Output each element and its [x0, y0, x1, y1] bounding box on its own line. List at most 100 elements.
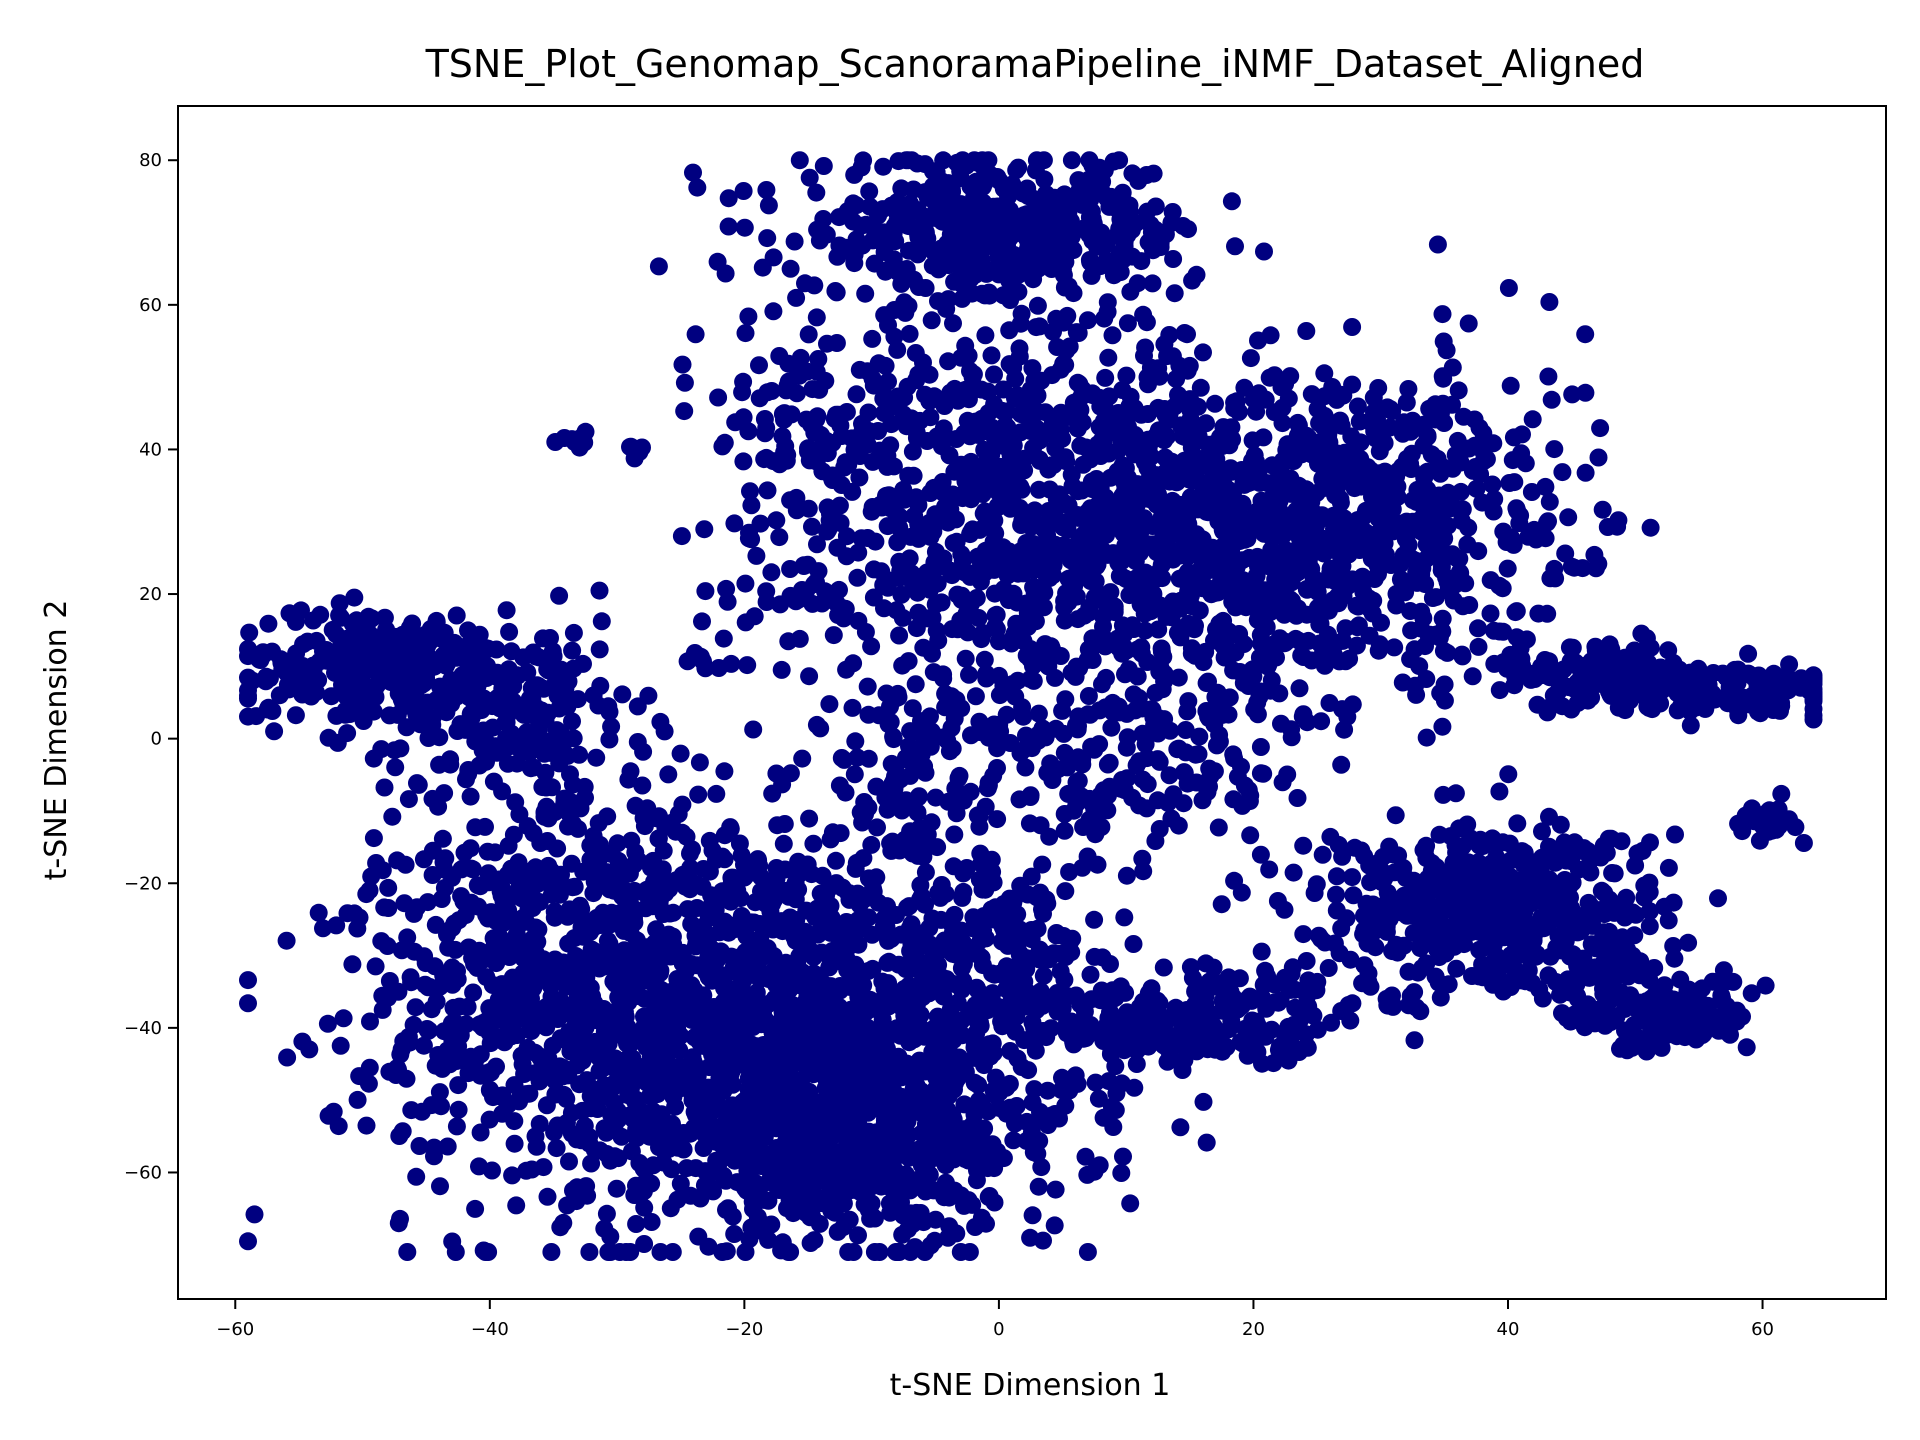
data-point [1030, 594, 1048, 612]
data-point [1171, 628, 1189, 646]
data-point [808, 221, 826, 239]
data-point [789, 853, 807, 871]
data-point [546, 903, 564, 921]
data-point [563, 855, 581, 873]
data-point [817, 1146, 835, 1164]
data-point [1642, 519, 1660, 537]
data-point [1154, 468, 1172, 486]
data-point [770, 528, 788, 546]
data-point [945, 273, 963, 291]
data-point [962, 490, 980, 508]
data-point [987, 606, 1005, 624]
data-point [554, 954, 572, 972]
data-point [609, 852, 627, 870]
data-point [660, 945, 678, 963]
data-point [1202, 561, 1220, 579]
data-point [365, 829, 383, 847]
data-point [465, 660, 483, 678]
data-point [760, 1036, 778, 1054]
data-point [1536, 478, 1554, 496]
data-point [1121, 283, 1139, 301]
data-point [591, 677, 609, 695]
data-point [976, 326, 994, 344]
data-point [566, 929, 584, 947]
data-point [479, 864, 497, 882]
data-point [408, 774, 426, 792]
data-point [1008, 594, 1026, 612]
data-point [635, 1199, 653, 1217]
data-point [748, 1180, 766, 1198]
data-point [887, 906, 905, 924]
data-point [673, 796, 691, 814]
data-point [722, 820, 740, 838]
data-point [723, 992, 741, 1010]
data-point [1026, 649, 1044, 667]
data-point [1018, 1113, 1036, 1131]
data-point [720, 218, 738, 236]
data-point [250, 651, 268, 669]
data-point [479, 843, 497, 861]
data-point [551, 991, 569, 1009]
data-point [1035, 967, 1053, 985]
data-point [606, 1116, 624, 1134]
data-point [1334, 578, 1352, 596]
data-point [923, 311, 941, 329]
data-point [996, 482, 1014, 500]
scatter-points [239, 151, 1823, 1261]
data-point [983, 346, 1001, 364]
data-point [1094, 618, 1112, 636]
data-point [626, 882, 644, 900]
data-point [1594, 501, 1612, 519]
data-point [239, 971, 257, 989]
data-point [921, 408, 939, 426]
data-point [989, 497, 1007, 515]
data-point [1001, 291, 1019, 309]
data-point [1068, 658, 1086, 676]
data-point [309, 671, 327, 689]
data-point [1057, 584, 1075, 602]
data-point [800, 810, 818, 828]
data-point [1106, 603, 1124, 621]
data-point [907, 675, 925, 693]
data-point [493, 975, 511, 993]
data-point [569, 1016, 587, 1034]
data-point [1073, 413, 1091, 431]
data-point [1164, 250, 1182, 268]
data-point [848, 385, 866, 403]
data-point [864, 960, 882, 978]
data-point [1289, 441, 1307, 459]
data-point [1028, 1145, 1046, 1163]
data-point [1160, 326, 1178, 344]
data-point [1064, 477, 1082, 495]
data-point [438, 926, 456, 944]
data-point [561, 765, 579, 783]
data-point [462, 860, 480, 878]
data-point [363, 609, 381, 627]
data-point [985, 1082, 1003, 1100]
data-point [398, 1243, 416, 1261]
data-point [662, 1199, 680, 1217]
data-point [1149, 359, 1167, 377]
data-point [1143, 223, 1161, 241]
data-point [549, 1117, 567, 1135]
data-point [788, 967, 806, 985]
data-point [1104, 1118, 1122, 1136]
data-point [741, 963, 759, 981]
data-point [832, 1115, 850, 1133]
data-point [1199, 503, 1217, 521]
data-point [736, 219, 754, 237]
data-point [1039, 461, 1057, 479]
data-point [1275, 598, 1293, 616]
data-point [917, 1160, 935, 1178]
data-point [906, 1238, 924, 1256]
data-point [446, 941, 464, 959]
data-point [1060, 277, 1078, 295]
data-point [1132, 595, 1150, 613]
data-point [659, 765, 677, 783]
data-point [1169, 386, 1187, 404]
data-point [695, 520, 713, 538]
data-point [520, 1085, 538, 1103]
data-point [816, 1188, 834, 1206]
data-point [681, 845, 699, 863]
data-point [498, 713, 516, 731]
